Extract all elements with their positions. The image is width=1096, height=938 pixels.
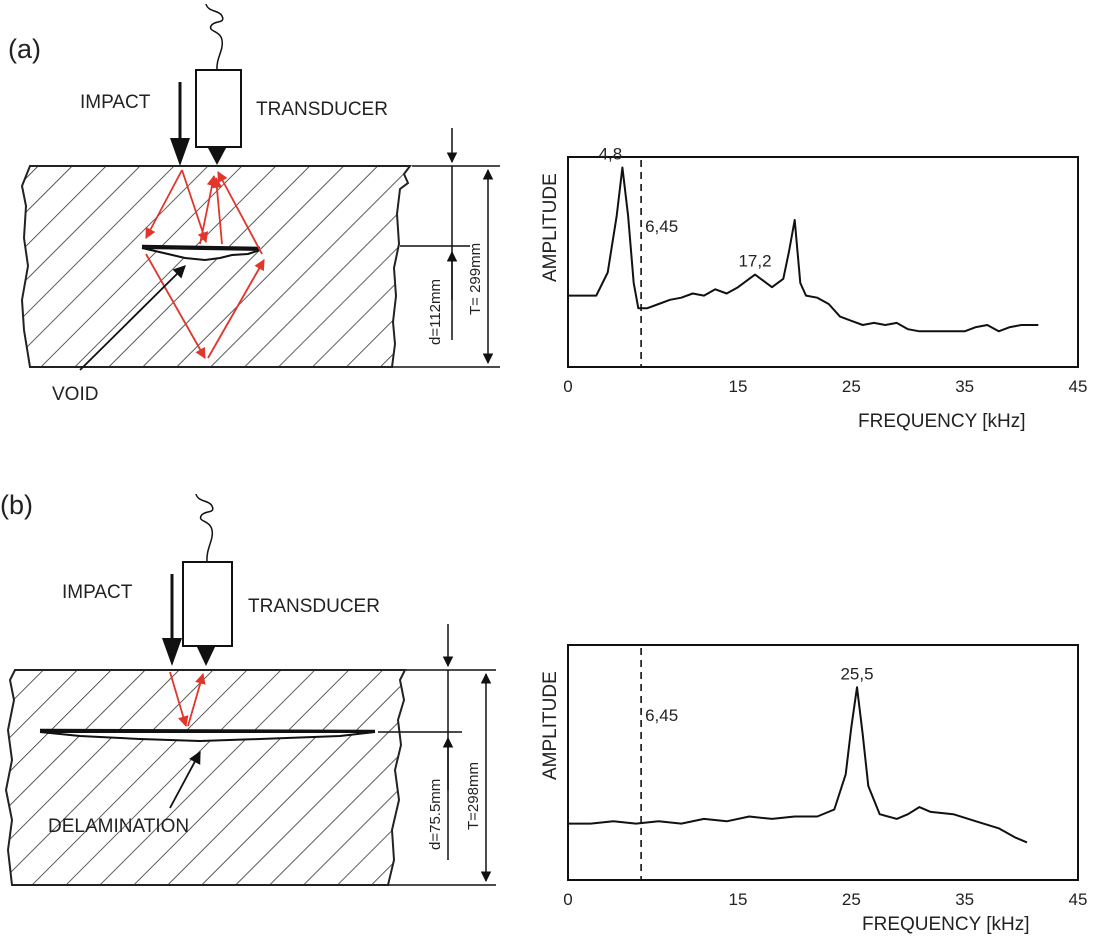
- transducer-label-a: TRANSDUCER: [256, 99, 388, 120]
- dimensions-a: [392, 128, 500, 368]
- slab-a: [20, 165, 412, 368]
- chart-a-frame: [567, 156, 1079, 368]
- transducer-label-b: TRANSDUCER: [248, 596, 380, 617]
- x-tick-label: 45: [1069, 890, 1088, 909]
- x-tick-label: 15: [729, 890, 748, 909]
- impact-arrow-b: [162, 574, 182, 666]
- spectrum-line: [568, 686, 1028, 844]
- impact-label-a: IMPACT: [80, 92, 151, 113]
- x-tick-label: 0: [563, 890, 572, 909]
- slab-b: [4, 669, 407, 886]
- x-tick-label: 25: [842, 890, 861, 909]
- impact-arrow-a: [170, 82, 190, 166]
- x-tick-label: 35: [955, 377, 974, 396]
- panel-a-label: (a): [8, 34, 41, 64]
- x-tick-label: 25: [842, 377, 861, 396]
- chart-a-xlabel: FREQUENCY [kHz]: [858, 411, 1026, 432]
- x-tick-label: 15: [729, 377, 748, 396]
- chart-b-xlabel: FREQUENCY [kHz]: [862, 914, 1030, 935]
- x-tick-label: 45: [1069, 377, 1088, 396]
- thickness-label-b: T=298mm: [465, 762, 482, 830]
- x-tick-label: 35: [955, 890, 974, 909]
- panel-a: (a) IMPACT TRANSDUCER: [8, 3, 1087, 433]
- void-top-edge: [141, 244, 261, 250]
- chart-b-frame: [567, 644, 1079, 881]
- transducer-a: [195, 3, 242, 165]
- x-tick-label: 0: [563, 377, 572, 396]
- spectrum-chart-a: AMPLITUDE FREQUENCY [kHz] 0 15 25 35 45 6,45 4…: [540, 145, 1087, 433]
- chart-a-ylabel: AMPLITUDE: [540, 173, 561, 282]
- void-shape: [141, 247, 261, 262]
- spectrum-line: [568, 166, 1039, 333]
- delamination-shape: [39, 731, 376, 743]
- delamination-edge: [39, 728, 376, 733]
- wave-paths-b: [169, 671, 206, 728]
- chart-b-ylabel: AMPLITUDE: [540, 671, 561, 780]
- reference-line-label: 6,45: [645, 706, 678, 725]
- dimensions-b: [378, 624, 496, 886]
- peak-label: 25,5: [840, 664, 873, 683]
- depth-label-b: d=75.5mm: [427, 779, 444, 850]
- delamination-pointer: [169, 750, 201, 809]
- depth-label-a: d=112mm: [427, 279, 444, 345]
- spectrum-chart-b: AMPLITUDE FREQUENCY [kHz] 0 15 25 35 45 6,45 2…: [540, 644, 1088, 935]
- transducer-b: [182, 493, 233, 666]
- impact-label-b: IMPACT: [62, 582, 133, 603]
- peak-label: 4,8: [599, 145, 623, 164]
- panel-b: (b) IMPACT TRANSDUCER DELAMINATION: [0, 490, 1087, 935]
- thickness-label-a: T= 299mm: [467, 243, 484, 315]
- peak-label: 17,2: [738, 252, 771, 271]
- void-pointer: [79, 265, 186, 371]
- wave-paths-a: [145, 169, 265, 359]
- defect-label-a: VOID: [52, 384, 98, 405]
- reference-line-label: 6,45: [645, 217, 678, 236]
- defect-label-b: DELAMINATION: [48, 816, 189, 837]
- panel-b-label: (b): [0, 490, 33, 520]
